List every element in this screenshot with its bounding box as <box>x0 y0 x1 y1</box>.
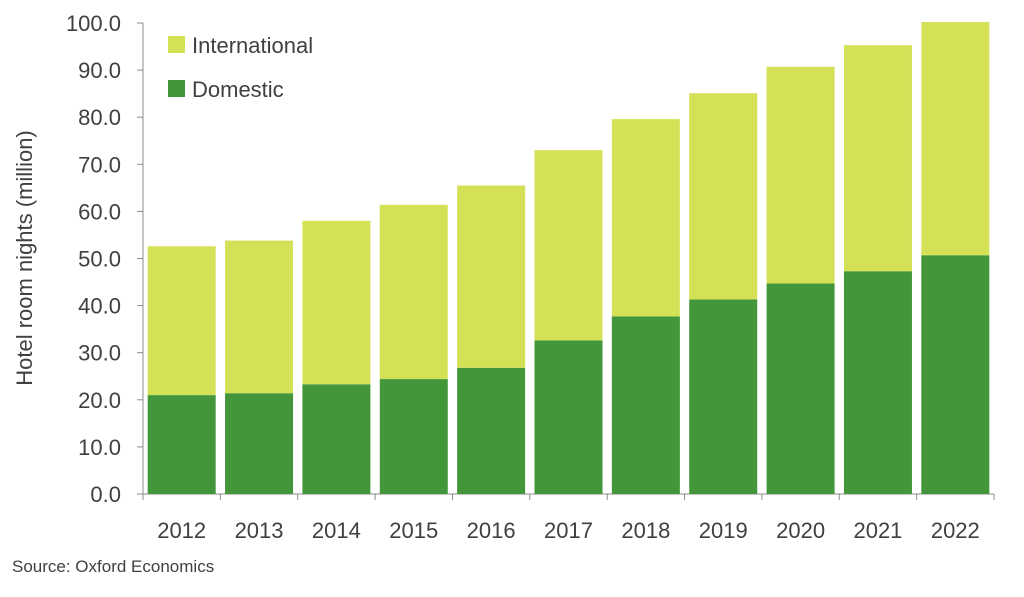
legend-swatch-domestic <box>168 80 185 97</box>
y-tick-label: 100.0 <box>66 11 121 36</box>
x-tick-label: 2017 <box>544 518 593 543</box>
y-tick-label: 30.0 <box>78 341 121 366</box>
source-note: Source: Oxford Economics <box>12 557 215 576</box>
y-tick-label: 90.0 <box>78 58 121 83</box>
bar-international-2015 <box>379 204 448 380</box>
legend-label-international: International <box>192 33 313 58</box>
y-axis-label-group: Hotel room nights (million) <box>12 130 37 386</box>
y-tick-label: 70.0 <box>78 152 121 177</box>
x-tick-label: 2016 <box>467 518 516 543</box>
y-tick-label: 50.0 <box>78 247 121 272</box>
x-tick-label: 2014 <box>312 518 361 543</box>
bar-international-2018 <box>611 119 680 317</box>
x-tick-label: 2022 <box>931 518 980 543</box>
y-axis-label: Hotel room nights (million) <box>12 130 37 386</box>
x-tick-label: 2019 <box>699 518 748 543</box>
bar-domestic-2015 <box>379 379 448 494</box>
bar-international-2020 <box>766 66 835 284</box>
legend: International Domestic <box>168 33 313 102</box>
bar-domestic-2017 <box>534 340 603 494</box>
x-tick-label: 2015 <box>389 518 438 543</box>
y-tick-label: 40.0 <box>78 294 121 319</box>
bar-domestic-2019 <box>689 299 758 494</box>
legend-swatch-international <box>168 36 185 53</box>
legend-label-domestic: Domestic <box>192 77 284 102</box>
bar-domestic-2014 <box>302 384 371 494</box>
bar-domestic-2012 <box>147 395 216 494</box>
bar-international-2012 <box>147 246 216 396</box>
bar-international-2014 <box>302 220 371 385</box>
bar-international-2022 <box>921 22 990 256</box>
bar-international-2013 <box>225 240 294 394</box>
bars <box>147 22 990 494</box>
bar-international-2016 <box>457 185 526 368</box>
bar-international-2021 <box>843 45 912 272</box>
x-tick-label: 2021 <box>853 518 902 543</box>
stacked-bar-chart: Hotel room nights (million) 0.0 10.0 20.0 3… <box>12 11 995 543</box>
bar-domestic-2021 <box>843 271 912 494</box>
bar-domestic-2020 <box>766 283 835 494</box>
x-tick-label: 2012 <box>157 518 206 543</box>
bar-domestic-2013 <box>225 393 294 494</box>
bar-international-2019 <box>689 93 758 300</box>
y-tick-label: 10.0 <box>78 435 121 460</box>
x-tick-label: 2020 <box>776 518 825 543</box>
y-tick-label: 20.0 <box>78 388 121 413</box>
y-tick-label: 80.0 <box>78 105 121 130</box>
y-tick-label: 60.0 <box>78 199 121 224</box>
y-tick-label: 0.0 <box>90 482 121 507</box>
bar-domestic-2018 <box>611 316 680 494</box>
x-tick-label: 2013 <box>235 518 284 543</box>
bar-domestic-2016 <box>457 367 526 494</box>
bar-international-2017 <box>534 150 603 341</box>
bar-domestic-2022 <box>921 255 990 494</box>
axes: 0.0 10.0 20.0 30.0 40.0 50.0 60.0 70.0 80.0 90.0 1… <box>66 11 995 543</box>
x-tick-label: 2018 <box>621 518 670 543</box>
